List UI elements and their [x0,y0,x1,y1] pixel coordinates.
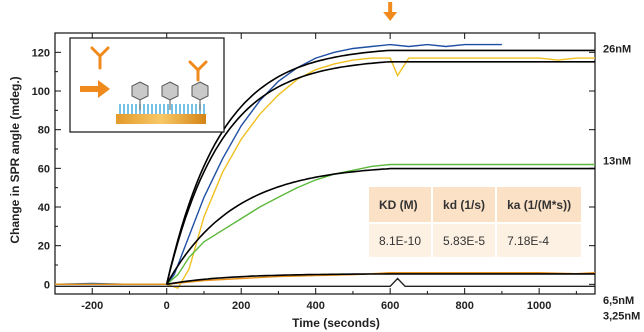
series-line-4 [55,277,595,287]
fit-curve-2 [166,167,595,285]
y-tick-label: 40 [38,202,50,214]
y-tick-label: 80 [38,125,50,137]
series-line-1 [55,57,595,290]
table-header-kd-molar: KD (M) [369,187,434,223]
fit-curve-0 [165,49,595,285]
series-line-2 [55,163,595,285]
concentration-label: 3,25nM [603,310,640,322]
y-tick-label: 100 [32,86,50,98]
table-cell-ka-rate: 7.18E-4 [496,222,582,257]
antibody-icon [90,46,110,70]
series-line-3 [55,272,596,285]
x-tick-label: -200 [81,300,103,312]
y-tick-label: 60 [38,163,50,175]
concentration-label: 26nM [603,43,631,55]
x-tick-label: 400 [307,300,325,312]
plot-frame [54,32,596,295]
concentration-label: 6,5nM [603,295,634,307]
fit-curve-3 [166,273,595,286]
table-header-ka-rate: ka (1/(M*s)) [496,187,582,223]
table-cell-kd-molar: 8.1E-10 [369,222,434,257]
x-tick-label: 800 [455,300,473,312]
concentration-label: 13nM [603,156,631,168]
x-tick-label: 600 [381,300,399,312]
x-tick-label: 200 [232,300,250,312]
table-cell-kd-rate: 5.83E-5 [432,222,498,257]
arrow-icon [80,80,110,98]
injection-arrow-icon [383,2,398,21]
y-tick-label: 120 [32,47,50,59]
y-tick-label: 20 [38,241,50,253]
table-header-kd-rate: kd (1/s) [432,187,498,223]
antigen-surface-icon [116,60,209,124]
x-tick-label: 0 [164,300,170,312]
y-axis-title: Change in SPR angle (mdeg.) [8,76,22,243]
plot-area: -200 0 200 400 600 800 1000 0 20 40 60 80 100 120 26nM… [32,32,640,322]
fit-curve-1 [165,61,595,285]
x-tick-label: 1000 [527,300,551,312]
kinetics-table: KD (M) kd (1/s) ka (1/(M*s)) 8.1E-10 5.8… [369,187,582,257]
y-tick-label: 0 [44,279,50,291]
x-axis-title: Time (seconds) [292,316,380,330]
inset-diagram [69,37,225,133]
